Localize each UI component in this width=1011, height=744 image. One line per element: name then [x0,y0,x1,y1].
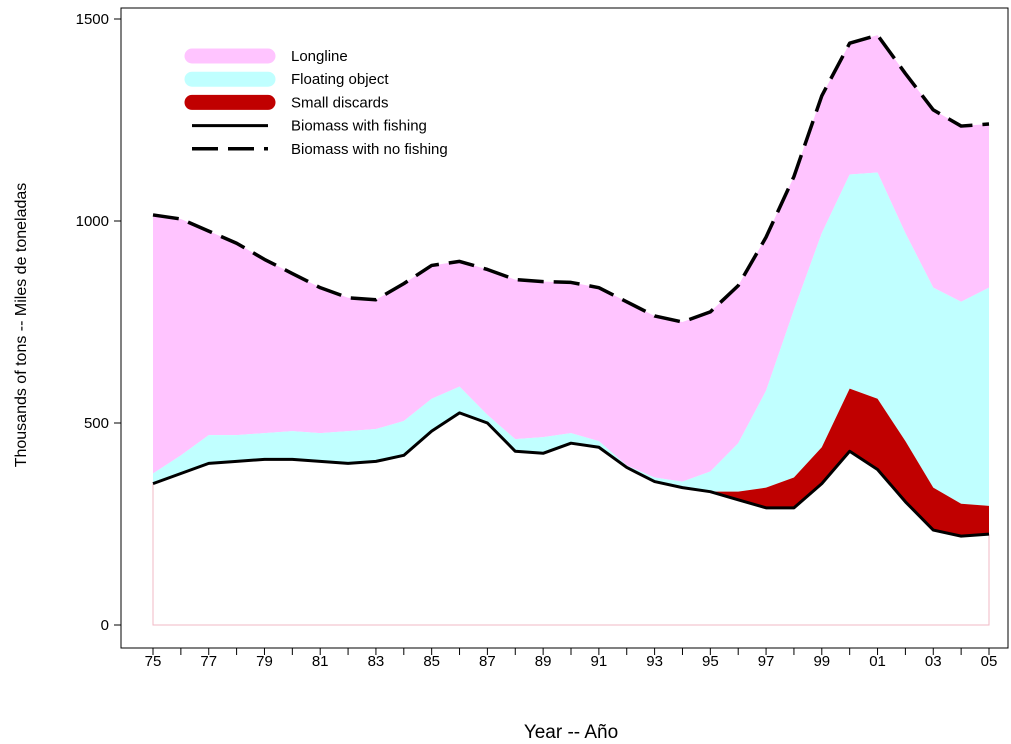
x-tick-label: 77 [200,653,217,670]
biomass-with-fishing-line [152,411,990,538]
x-tick-label: 81 [312,653,329,670]
x-tick-label: 79 [256,653,273,670]
y-axis-title: Thousands of tons -- Miles de toneladas [13,183,30,468]
longline-band [153,35,989,482]
chart-lines [152,33,990,538]
x-tick-label: 97 [758,653,775,670]
y-tick-label: 1000 [76,213,109,230]
x-tick-label: 91 [591,653,608,670]
legend-label: Biomass with fishing [291,118,427,135]
x-tick-label: 01 [869,653,886,670]
x-tick-label: 83 [368,653,385,670]
x-tick-label: 93 [646,653,663,670]
x-tick-label: 87 [479,653,496,670]
y-tick-label: 500 [84,415,109,432]
x-axis-title: Year -- Año [524,722,618,743]
floating-object-band [153,172,989,506]
chart-bands [152,35,990,626]
x-tick-label: 89 [535,653,552,670]
chart-legend: Longline Floating object Small discards Bio… [184,48,448,158]
plot-frame [120,7,1009,649]
x-tick-label: 75 [145,653,162,670]
x-tick-label: 03 [925,653,942,670]
y-tick-label: 1500 [76,11,109,28]
x-tick-label: 05 [981,653,998,670]
baseline-outline [152,483,990,626]
x-tick-label: 99 [813,653,830,670]
legend-label: Floating object [291,71,389,88]
x-tick-label: 95 [702,653,719,670]
chart-axes: 0 500 1000 1500 75 77 79 81 83 85 87 89 91 93 95 97 99 01… [76,7,1009,670]
small-discards-band [153,388,989,537]
x-tick-label: 85 [423,653,440,670]
legend-label: Biomass with no fishing [291,141,448,158]
legend-label: Longline [291,48,348,65]
legend-label: Small discards [291,94,389,111]
y-tick-label: 0 [101,617,109,634]
biomass-with-no-fishing-line [152,33,990,324]
